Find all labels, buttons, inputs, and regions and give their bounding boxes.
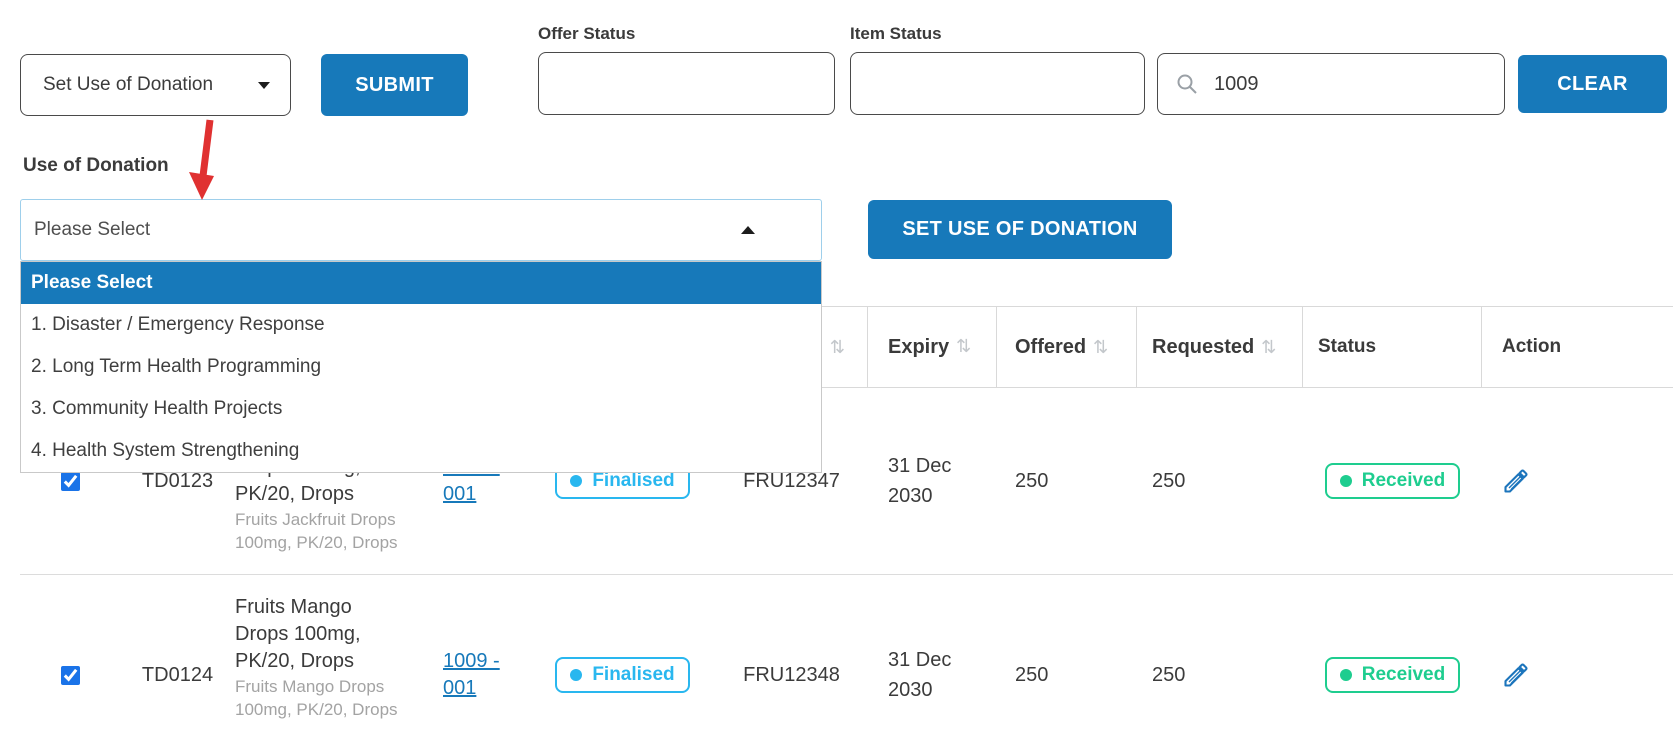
chevron-down-icon	[258, 81, 270, 89]
dropdown-option-disaster-emergency-response[interactable]: 1. Disaster / Emergency Response	[31, 314, 325, 335]
use-of-donation-label: Use of Donation	[23, 155, 169, 176]
use-of-donation-dropdown: Please Select 1. Disaster / Emergency Re…	[20, 261, 822, 473]
header-action: Action	[1502, 336, 1562, 357]
sort-icon[interactable]: ⇅	[956, 336, 972, 357]
offer-status-badge: Finalised	[555, 657, 690, 693]
offer-status-input[interactable]	[538, 52, 835, 115]
header-expiry[interactable]: Expiry ⇅	[868, 307, 997, 387]
offered-qty: 250	[1015, 469, 1049, 492]
requested-qty: 250	[1152, 663, 1186, 686]
offered-qty: 250	[1015, 663, 1049, 686]
td-number: TD0124	[141, 663, 214, 686]
set-use-of-donation-button[interactable]: SET USE OF DONATION	[868, 200, 1172, 259]
bulk-action-selected-value: Set Use of Donation	[43, 74, 214, 95]
expiry-date: 31 Dec 2030	[888, 455, 952, 507]
status-dot-icon	[1339, 669, 1352, 681]
sort-icon[interactable]: ⇅	[829, 336, 845, 358]
use-of-donation-selected-value: Please Select	[34, 219, 151, 240]
edit-pencil-icon[interactable]	[1502, 467, 1530, 495]
bulk-action-select[interactable]: Set Use of Donation	[20, 54, 291, 116]
expiry-date: 31 Dec 2030	[888, 649, 952, 701]
offer-item-link[interactable]: 1009 - 001	[443, 650, 500, 699]
annotation-arrow-icon	[189, 119, 214, 200]
sort-icon[interactable]: ⇅	[1261, 336, 1277, 358]
search-input[interactable]	[1214, 72, 1490, 96]
search-icon	[1177, 74, 1197, 94]
search-box[interactable]	[1157, 53, 1505, 115]
use-of-donation-select[interactable]: Please Select	[20, 199, 822, 261]
item-description: Fruits Jackfruit Drops 100mg, PK/20, Dro…	[235, 510, 398, 552]
item-status-badge: Received	[1324, 657, 1461, 693]
row-checkbox[interactable]	[60, 471, 80, 491]
header-status: Status	[1303, 307, 1482, 387]
requested-qty: 250	[1152, 469, 1186, 492]
status-dot-icon	[570, 669, 583, 681]
item-code: FRU12347	[743, 469, 840, 492]
dropdown-option-long-term-health-programming[interactable]: 2. Long Term Health Programming	[31, 356, 322, 377]
chevron-up-icon	[741, 226, 755, 234]
item-description: Fruits Mango Drops 100mg, PK/20, Drops	[235, 677, 398, 719]
header-offered[interactable]: Offered ⇅	[997, 307, 1137, 387]
item-status-badge: Received	[1324, 463, 1461, 499]
header-item-code[interactable]: ⇅	[715, 307, 868, 387]
dropdown-option-please-select[interactable]: Please Select	[21, 262, 821, 304]
td-number: TD0123	[141, 469, 214, 492]
dropdown-option-health-system-strengthening[interactable]: 4. Health System Strengthening	[31, 440, 300, 461]
submit-button[interactable]: SUBMIT	[321, 54, 468, 116]
table-header-row: ⇅ Expiry ⇅ Offered ⇅ Requested ⇅ Status …	[20, 306, 1673, 388]
header-requested[interactable]: Requested ⇅	[1137, 307, 1303, 387]
item-code: FRU12348	[743, 663, 840, 686]
sort-icon[interactable]: ⇅	[1093, 336, 1109, 358]
dropdown-option-community-health-projects[interactable]: 3. Community Health Projects	[31, 398, 283, 419]
status-dot-icon	[570, 475, 583, 487]
item-name: Fruits Mango Drops 100mg, PK/20, Drops	[235, 596, 361, 672]
edit-pencil-icon[interactable]	[1502, 661, 1530, 689]
status-dot-icon	[1339, 475, 1352, 487]
item-status-label: Item Status	[850, 24, 942, 43]
table-row: TD0124 Fruits Mango Drops 100mg, PK/20, …	[20, 575, 1673, 745]
clear-button[interactable]: CLEAR	[1518, 55, 1667, 113]
item-cell: Fruits Mango Drops 100mg, PK/20, Drops F…	[235, 594, 420, 721]
item-status-input[interactable]	[850, 52, 1145, 115]
offer-status-label: Offer Status	[538, 24, 636, 43]
row-checkbox[interactable]	[60, 665, 80, 685]
